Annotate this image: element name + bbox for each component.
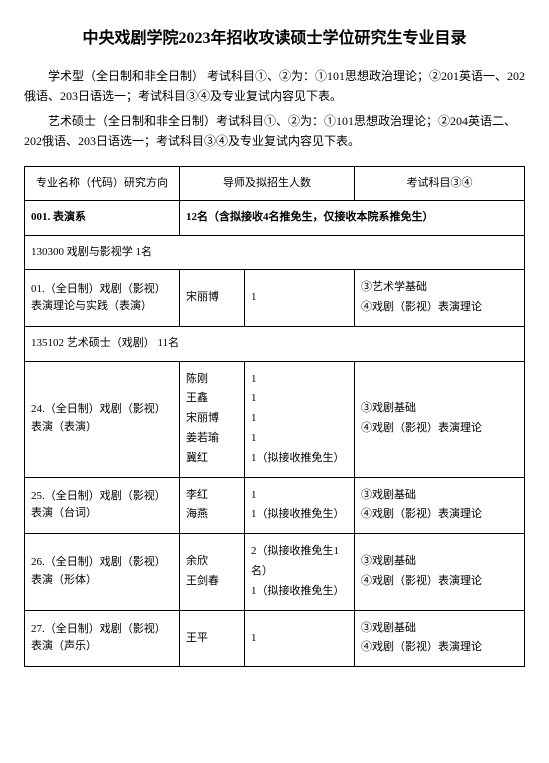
subject-row-135102: 135102 艺术硕士（戏剧） 11名 [25, 326, 525, 361]
department-row: 001. 表演系 12名（含拟接收4名推免生，仅接收本院系推免生） [25, 201, 525, 236]
subject-130300: 130300 戏剧与影视学 1名 [25, 235, 525, 270]
cell-major: 01.（全日制）戏剧（影视）表演理论与实践（表演） [25, 270, 180, 327]
table-row: 26.（全日制）戏剧（影视）表演（形体） 余欣王剑春 2（拟接收推免生1名）1（… [25, 534, 525, 610]
cell-exam: ③戏剧基础④戏剧（影视）表演理论 [355, 477, 525, 534]
cell-num: 11（拟接收推免生） [245, 477, 355, 534]
cell-advisor: 李红海燕 [180, 477, 245, 534]
department-quota: 12名（含拟接收4名推免生，仅接收本院系推免生） [180, 201, 525, 236]
table-row: 25.（全日制）戏剧（影视）表演（台词） 李红海燕 11（拟接收推免生） ③戏剧… [25, 477, 525, 534]
cell-advisor: 宋丽博 [180, 270, 245, 327]
cell-major: 26.（全日制）戏剧（影视）表演（形体） [25, 534, 180, 610]
header-exam: 考试科目③④ [355, 166, 525, 201]
cell-exam: ③戏剧基础④戏剧（影视）表演理论 [355, 361, 525, 477]
intro-block: 学术型（全日制和非全日制） 考试科目①、②为：①101思想政治理论；②201英语… [24, 66, 525, 152]
cell-num: 11111（拟接收推免生） [245, 361, 355, 477]
table-header-row: 专业名称（代码）研究方向 导师及拟招生人数 考试科目③④ [25, 166, 525, 201]
intro-paragraph-1: 学术型（全日制和非全日制） 考试科目①、②为：①101思想政治理论；②201英语… [24, 66, 525, 107]
cell-num: 1 [245, 270, 355, 327]
cell-exam: ③戏剧基础④戏剧（影视）表演理论 [355, 534, 525, 610]
department-code: 001. 表演系 [25, 201, 180, 236]
cell-exam: ③戏剧基础④戏剧（影视）表演理论 [355, 610, 525, 667]
header-advisor: 导师及拟招生人数 [180, 166, 355, 201]
cell-exam: ③艺术学基础④戏剧（影视）表演理论 [355, 270, 525, 327]
table-row: 01.（全日制）戏剧（影视）表演理论与实践（表演） 宋丽博 1 ③艺术学基础④戏… [25, 270, 525, 327]
cell-advisor: 余欣王剑春 [180, 534, 245, 610]
subject-135102: 135102 艺术硕士（戏剧） 11名 [25, 326, 525, 361]
catalog-table: 专业名称（代码）研究方向 导师及拟招生人数 考试科目③④ 001. 表演系 12… [24, 166, 525, 668]
intro-paragraph-2: 艺术硕士（全日制和非全日制）考试科目①、②为：①101思想政治理论；②204英语… [24, 111, 525, 152]
cell-num: 1 [245, 610, 355, 667]
cell-major: 24.（全日制）戏剧（影视）表演（表演） [25, 361, 180, 477]
cell-num: 2（拟接收推免生1名）1（拟接收推免生） [245, 534, 355, 610]
header-major: 专业名称（代码）研究方向 [25, 166, 180, 201]
subject-row-130300: 130300 戏剧与影视学 1名 [25, 235, 525, 270]
page-title: 中央戏剧学院2023年招收攻读硕士学位研究生专业目录 [24, 24, 525, 48]
table-row: 27.（全日制）戏剧（影视）表演（声乐） 王平 1 ③戏剧基础④戏剧（影视）表演… [25, 610, 525, 667]
cell-major: 27.（全日制）戏剧（影视）表演（声乐） [25, 610, 180, 667]
cell-advisor: 王平 [180, 610, 245, 667]
cell-advisor: 陈刚王鑫宋丽博姜若瑜冀红 [180, 361, 245, 477]
cell-major: 25.（全日制）戏剧（影视）表演（台词） [25, 477, 180, 534]
table-row: 24.（全日制）戏剧（影视）表演（表演） 陈刚王鑫宋丽博姜若瑜冀红 11111（… [25, 361, 525, 477]
